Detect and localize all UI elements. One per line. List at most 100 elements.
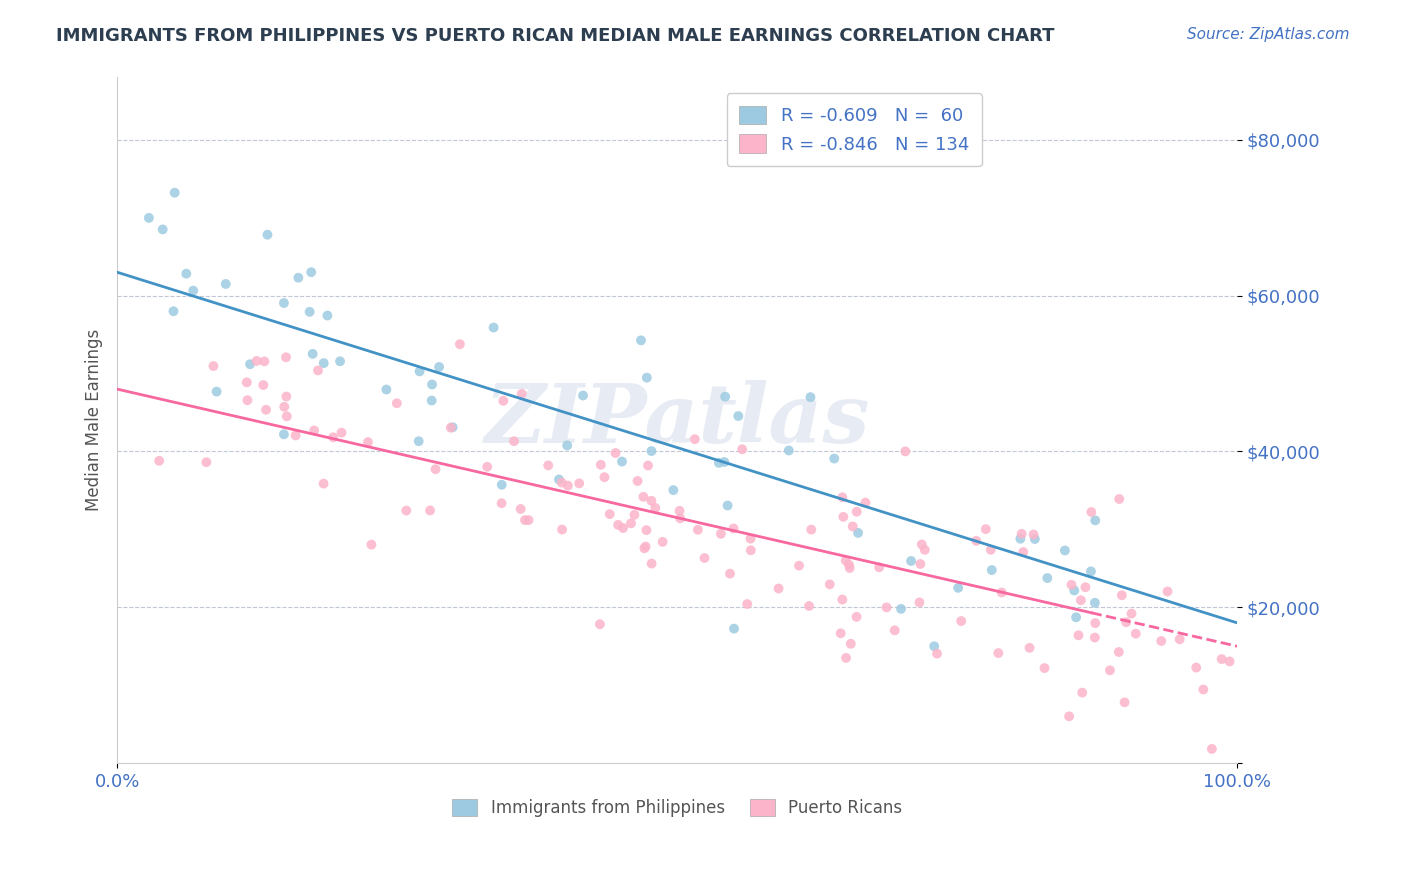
Point: [360, 538, 382, 552]
Point: [948, 581, 970, 595]
Point: [510, 386, 533, 401]
Point: [273, 296, 295, 310]
Point: [950, 614, 973, 628]
Point: [1084, 513, 1107, 527]
Point: [723, 521, 745, 535]
Point: [1057, 709, 1080, 723]
Point: [330, 425, 353, 440]
Point: [605, 446, 627, 460]
Point: [491, 496, 513, 510]
Point: [640, 493, 662, 508]
Point: [1168, 632, 1191, 647]
Point: [1084, 616, 1107, 631]
Point: [686, 523, 709, 537]
Point: [987, 646, 1010, 660]
Point: [1010, 532, 1032, 546]
Point: [274, 351, 297, 365]
Point: [312, 356, 335, 370]
Point: [1111, 588, 1133, 602]
Point: [668, 504, 690, 518]
Point: [503, 434, 526, 449]
Point: [914, 542, 936, 557]
Point: [1064, 610, 1087, 624]
Point: [1192, 682, 1215, 697]
Point: [273, 427, 295, 442]
Point: [894, 444, 917, 458]
Point: [835, 651, 858, 665]
Point: [301, 347, 323, 361]
Point: [568, 476, 591, 491]
Point: [831, 490, 853, 504]
Point: [823, 451, 845, 466]
Point: [831, 592, 853, 607]
Point: [1067, 628, 1090, 642]
Point: [1114, 695, 1136, 709]
Point: [740, 543, 762, 558]
Text: IMMIGRANTS FROM PHILIPPINES VS PUERTO RICAN MEDIAN MALE EARNINGS CORRELATION CHA: IMMIGRANTS FROM PHILIPPINES VS PUERTO RI…: [56, 27, 1054, 45]
Point: [965, 533, 987, 548]
Point: [735, 597, 758, 611]
Point: [312, 476, 335, 491]
Point: [922, 639, 945, 653]
Point: [623, 508, 645, 522]
Point: [195, 455, 218, 469]
Point: [1053, 543, 1076, 558]
Point: [607, 517, 630, 532]
Point: [1098, 663, 1121, 677]
Point: [557, 478, 579, 492]
Point: [1018, 640, 1040, 655]
Point: [1108, 491, 1130, 506]
Point: [835, 553, 858, 567]
Point: [307, 363, 329, 377]
Point: [555, 438, 578, 452]
Point: [1156, 584, 1178, 599]
Point: [425, 462, 447, 476]
Point: [636, 370, 658, 384]
Point: [395, 503, 418, 517]
Point: [441, 420, 464, 434]
Point: [181, 284, 204, 298]
Point: [551, 475, 574, 490]
Point: [236, 376, 259, 390]
Point: [593, 470, 616, 484]
Point: [1201, 742, 1223, 756]
Point: [640, 444, 662, 458]
Point: [839, 637, 862, 651]
Point: [329, 354, 352, 368]
Point: [215, 277, 238, 291]
Point: [612, 521, 634, 535]
Text: ZIPatlas: ZIPatlas: [485, 380, 870, 460]
Point: [375, 383, 398, 397]
Point: [980, 563, 1002, 577]
Point: [900, 554, 922, 568]
Point: [651, 534, 673, 549]
Point: [1080, 505, 1102, 519]
Point: [974, 522, 997, 536]
Point: [683, 432, 706, 446]
Point: [253, 354, 276, 368]
Point: [818, 577, 841, 591]
Point: [883, 624, 905, 638]
Point: [1080, 565, 1102, 579]
Point: [799, 390, 821, 404]
Point: [768, 582, 790, 596]
Point: [163, 186, 186, 200]
Point: [636, 523, 658, 537]
Point: [302, 424, 325, 438]
Point: [713, 455, 735, 469]
Point: [419, 503, 441, 517]
Point: [634, 540, 657, 554]
Point: [287, 270, 309, 285]
Point: [890, 602, 912, 616]
Point: [482, 320, 505, 334]
Point: [662, 483, 685, 497]
Point: [284, 428, 307, 442]
Point: [537, 458, 560, 473]
Point: [1024, 532, 1046, 546]
Point: [727, 409, 749, 423]
Point: [610, 454, 633, 468]
Point: [841, 519, 863, 533]
Point: [316, 309, 339, 323]
Point: [408, 364, 430, 378]
Text: Source: ZipAtlas.com: Source: ZipAtlas.com: [1187, 27, 1350, 42]
